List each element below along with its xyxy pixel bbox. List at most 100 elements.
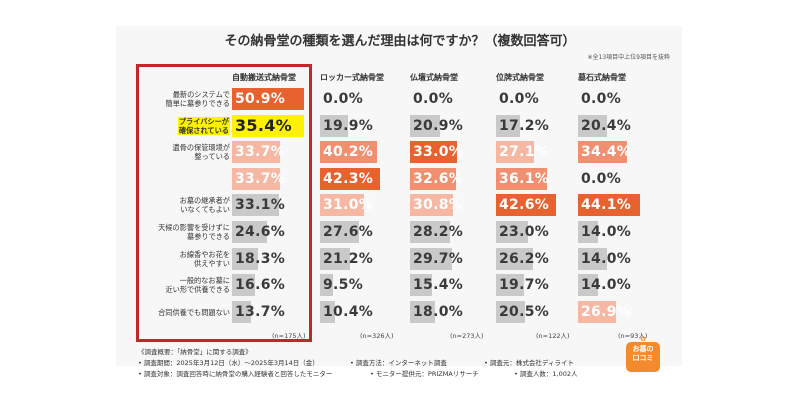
value-bar (410, 141, 457, 164)
value-label: 29.7% (413, 250, 464, 267)
value-label: 14.0% (581, 224, 632, 240)
value-label: 31.0% (323, 197, 374, 214)
value-bar (496, 300, 525, 323)
value-bar (410, 194, 454, 217)
value-bar (410, 167, 457, 190)
value-label: 14.0% (581, 250, 632, 267)
value-bar (496, 274, 524, 297)
row-label-line: 遺骨の保管環境が (172, 143, 230, 153)
value-label: 42.3% (323, 170, 374, 187)
row-label-line: 簡単に墓参りできる (165, 99, 230, 108)
table-cell: 18.0% (410, 300, 482, 323)
column-header: 位牌式納骨堂 (496, 73, 544, 82)
value-bar (410, 114, 440, 137)
table-cell: 31.0% (320, 194, 392, 217)
value-label: 0.0% (323, 91, 364, 107)
value-bar (410, 300, 436, 323)
table-cell: 14.0% (578, 247, 650, 270)
table-cell: 26.2% (496, 247, 568, 270)
value-label: 0.0% (581, 170, 622, 187)
table-cell: 33.7% (232, 141, 304, 164)
value-label: 0.0% (499, 91, 540, 107)
value-bar (320, 247, 350, 270)
row-label-line: 最新のシステムで (172, 90, 230, 99)
chart-note: ※全13項目中上位9項目を抜粋 (587, 54, 670, 61)
value-bar (496, 167, 547, 190)
value-bar (320, 221, 359, 243)
value-bar (232, 88, 304, 110)
logo-line1: お墓の (632, 345, 654, 353)
value-label: 24.6% (235, 224, 286, 240)
value-bar (496, 221, 529, 243)
value-bar (232, 194, 279, 217)
value-label: 33.1% (235, 197, 286, 214)
value-label: 0.0% (413, 91, 454, 107)
value-bar (232, 221, 267, 243)
column-header: 墓石式納骨堂 (578, 73, 626, 82)
row-label-line: 合同供養でも問題ない (158, 307, 230, 317)
row-label-line: お墓の継承者が (179, 196, 230, 206)
value-bar (320, 114, 349, 137)
value-label: 13.7% (235, 303, 286, 320)
brand-logo: ✿ お墓の 口コミ (626, 336, 660, 372)
sample-size: (n=122人) (536, 332, 570, 340)
sample-size: (n=175人) (272, 332, 306, 340)
value-label: 30.8% (413, 197, 464, 214)
row-label: プライバシーが 確保されている (138, 116, 230, 135)
value-label: 50.9% (235, 91, 286, 107)
value-bar (410, 274, 432, 297)
value-bar (232, 274, 256, 297)
footer-method: • 調査方法：インターネット調査 (350, 359, 447, 367)
table-cell: 50.9% (232, 88, 304, 110)
value-bar (496, 141, 535, 164)
value-label: 18.0% (413, 303, 464, 320)
value-label: 17.2% (499, 117, 550, 134)
value-bar (410, 221, 450, 243)
value-label: 15.4% (413, 277, 464, 294)
sample-size: (n=326人) (360, 332, 394, 340)
value-label: 20.9% (413, 117, 464, 134)
table-cell: 0.0% (496, 88, 568, 110)
table-cell: 21.2% (320, 247, 392, 270)
table-cell: 40.2% (320, 141, 392, 164)
row-label-highlight: 確保されている (177, 125, 230, 135)
table-cell: 10.4% (320, 300, 392, 323)
value-bar (578, 114, 607, 137)
column-header: 仏壇式納骨堂 (410, 73, 458, 82)
column-header: ロッカー式納骨堂 (320, 73, 384, 82)
value-label: 18.3% (235, 250, 286, 267)
value-bar (578, 194, 641, 217)
row-label-line: 整っている (194, 152, 230, 162)
row-label-line: プライバシーが (138, 116, 230, 126)
table-cell: 28.2% (410, 221, 482, 243)
value-label: 26.9% (581, 303, 632, 320)
row-label: 天候の影響を受けずに 墓参りできる (138, 223, 230, 241)
value-bar (496, 247, 533, 270)
value-label: 0.0% (581, 91, 622, 107)
value-bar (320, 141, 377, 164)
table-cell: 19.9% (320, 114, 392, 137)
value-bar (578, 141, 627, 164)
value-bar (320, 300, 335, 323)
value-label: 34.4% (581, 144, 632, 161)
table-cell: 44.1% (578, 194, 650, 217)
table-cell: 35.4% (232, 114, 304, 137)
table-cell: 19.7% (496, 274, 568, 297)
table-cell: 16.6% (232, 274, 304, 297)
value-bar (320, 274, 334, 297)
table-cell: 13.7% (232, 300, 304, 323)
value-bar (232, 300, 252, 323)
table-cell: 20.5% (496, 300, 568, 323)
footer-organizer: • 調査元：株式会社ディライト (484, 359, 574, 367)
footer-count: • 調査人数：1,002人 (514, 370, 578, 378)
value-label: 10.4% (323, 303, 374, 320)
value-label: 36.1% (499, 170, 550, 187)
value-bar (578, 221, 598, 243)
table-cell: 9.5% (320, 274, 392, 297)
row-label: お線香やお花を 供えやすい (138, 250, 230, 268)
logo-line2: 口コミ (632, 354, 654, 362)
table-cell: 33.0% (410, 141, 482, 164)
row-label: 合同供養でも問題ない (138, 308, 230, 317)
value-label: 33.7% (235, 144, 286, 161)
table-cell: 42.6% (496, 194, 568, 217)
